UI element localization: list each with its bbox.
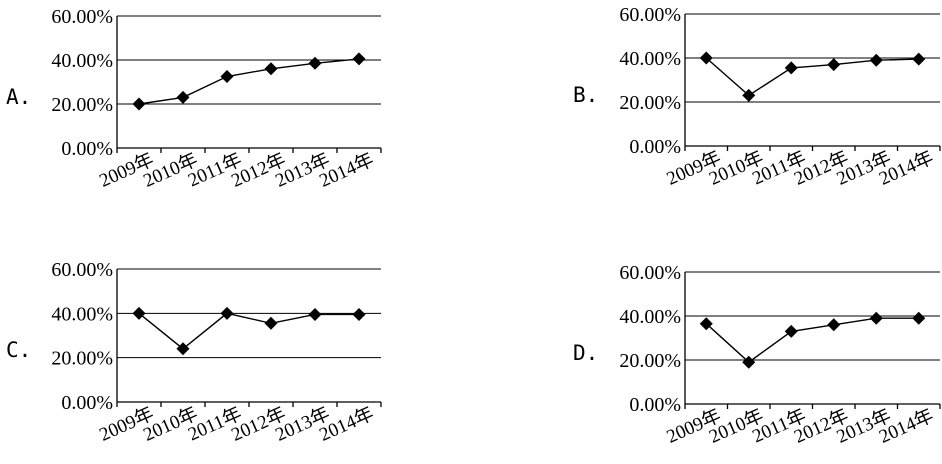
chart-d: D.0.00%20.00%40.00%60.00%2009年2010年2011年… (573, 262, 941, 448)
data-point-diamond (264, 62, 278, 76)
y-tick-label: 60.00% (51, 259, 113, 281)
y-tick-label: 0.00% (61, 138, 113, 160)
data-point-diamond (132, 306, 146, 320)
data-point-diamond (784, 61, 798, 75)
option-label-c: C. (6, 338, 31, 362)
data-point-diamond (308, 56, 322, 70)
data-point-diamond (220, 70, 234, 83)
data-point-diamond (869, 53, 883, 67)
data-point-diamond (784, 324, 798, 338)
data-point-diamond (220, 306, 234, 320)
y-tick-label: 60.00% (51, 6, 113, 28)
y-tick-label: 20.00% (51, 94, 113, 116)
y-tick-label: 0.00% (629, 136, 681, 158)
chart-c: C.0.00%20.00%40.00%60.00%2009年2010年2011年… (6, 259, 382, 446)
data-point-diamond (742, 88, 756, 102)
data-point-diamond (176, 342, 190, 356)
data-point-diamond (132, 97, 146, 111)
chart-a: A.0.00%20.00%40.00%60.00%2009年2010年2011年… (6, 6, 382, 192)
data-point-diamond (869, 311, 883, 325)
y-tick-label: 0.00% (629, 394, 681, 416)
y-tick-label: 0.00% (61, 392, 113, 414)
chart-b: B.0.00%20.00%40.00%60.00%2009年2010年2011年… (573, 4, 941, 190)
y-tick-label: 40.00% (51, 303, 113, 325)
series-line (138, 312, 359, 350)
data-point-diamond (352, 307, 366, 321)
y-tick-label: 20.00% (619, 350, 681, 372)
y-tick-label: 20.00% (619, 92, 681, 114)
data-point-diamond (264, 316, 278, 330)
data-point-diamond (912, 52, 926, 66)
option-label-b: B. (573, 83, 598, 107)
series-line (138, 58, 360, 105)
data-point-diamond (176, 90, 190, 104)
data-point-diamond (827, 58, 841, 72)
y-tick-label: 20.00% (51, 348, 113, 370)
data-point-diamond (827, 318, 841, 332)
option-label-d: D. (573, 341, 598, 365)
option-label-a: A. (6, 85, 31, 109)
y-tick-label: 40.00% (51, 50, 113, 72)
series-line (705, 317, 919, 364)
y-tick-label: 60.00% (619, 4, 681, 26)
data-point-diamond (912, 311, 926, 325)
data-point-diamond (308, 307, 322, 321)
y-tick-label: 40.00% (619, 306, 681, 328)
data-point-diamond (742, 355, 756, 369)
data-point-diamond (699, 317, 713, 331)
data-point-diamond (699, 51, 713, 65)
y-tick-label: 60.00% (619, 262, 681, 284)
series-line (705, 57, 919, 97)
data-point-diamond (352, 52, 366, 66)
y-tick-label: 40.00% (619, 48, 681, 70)
